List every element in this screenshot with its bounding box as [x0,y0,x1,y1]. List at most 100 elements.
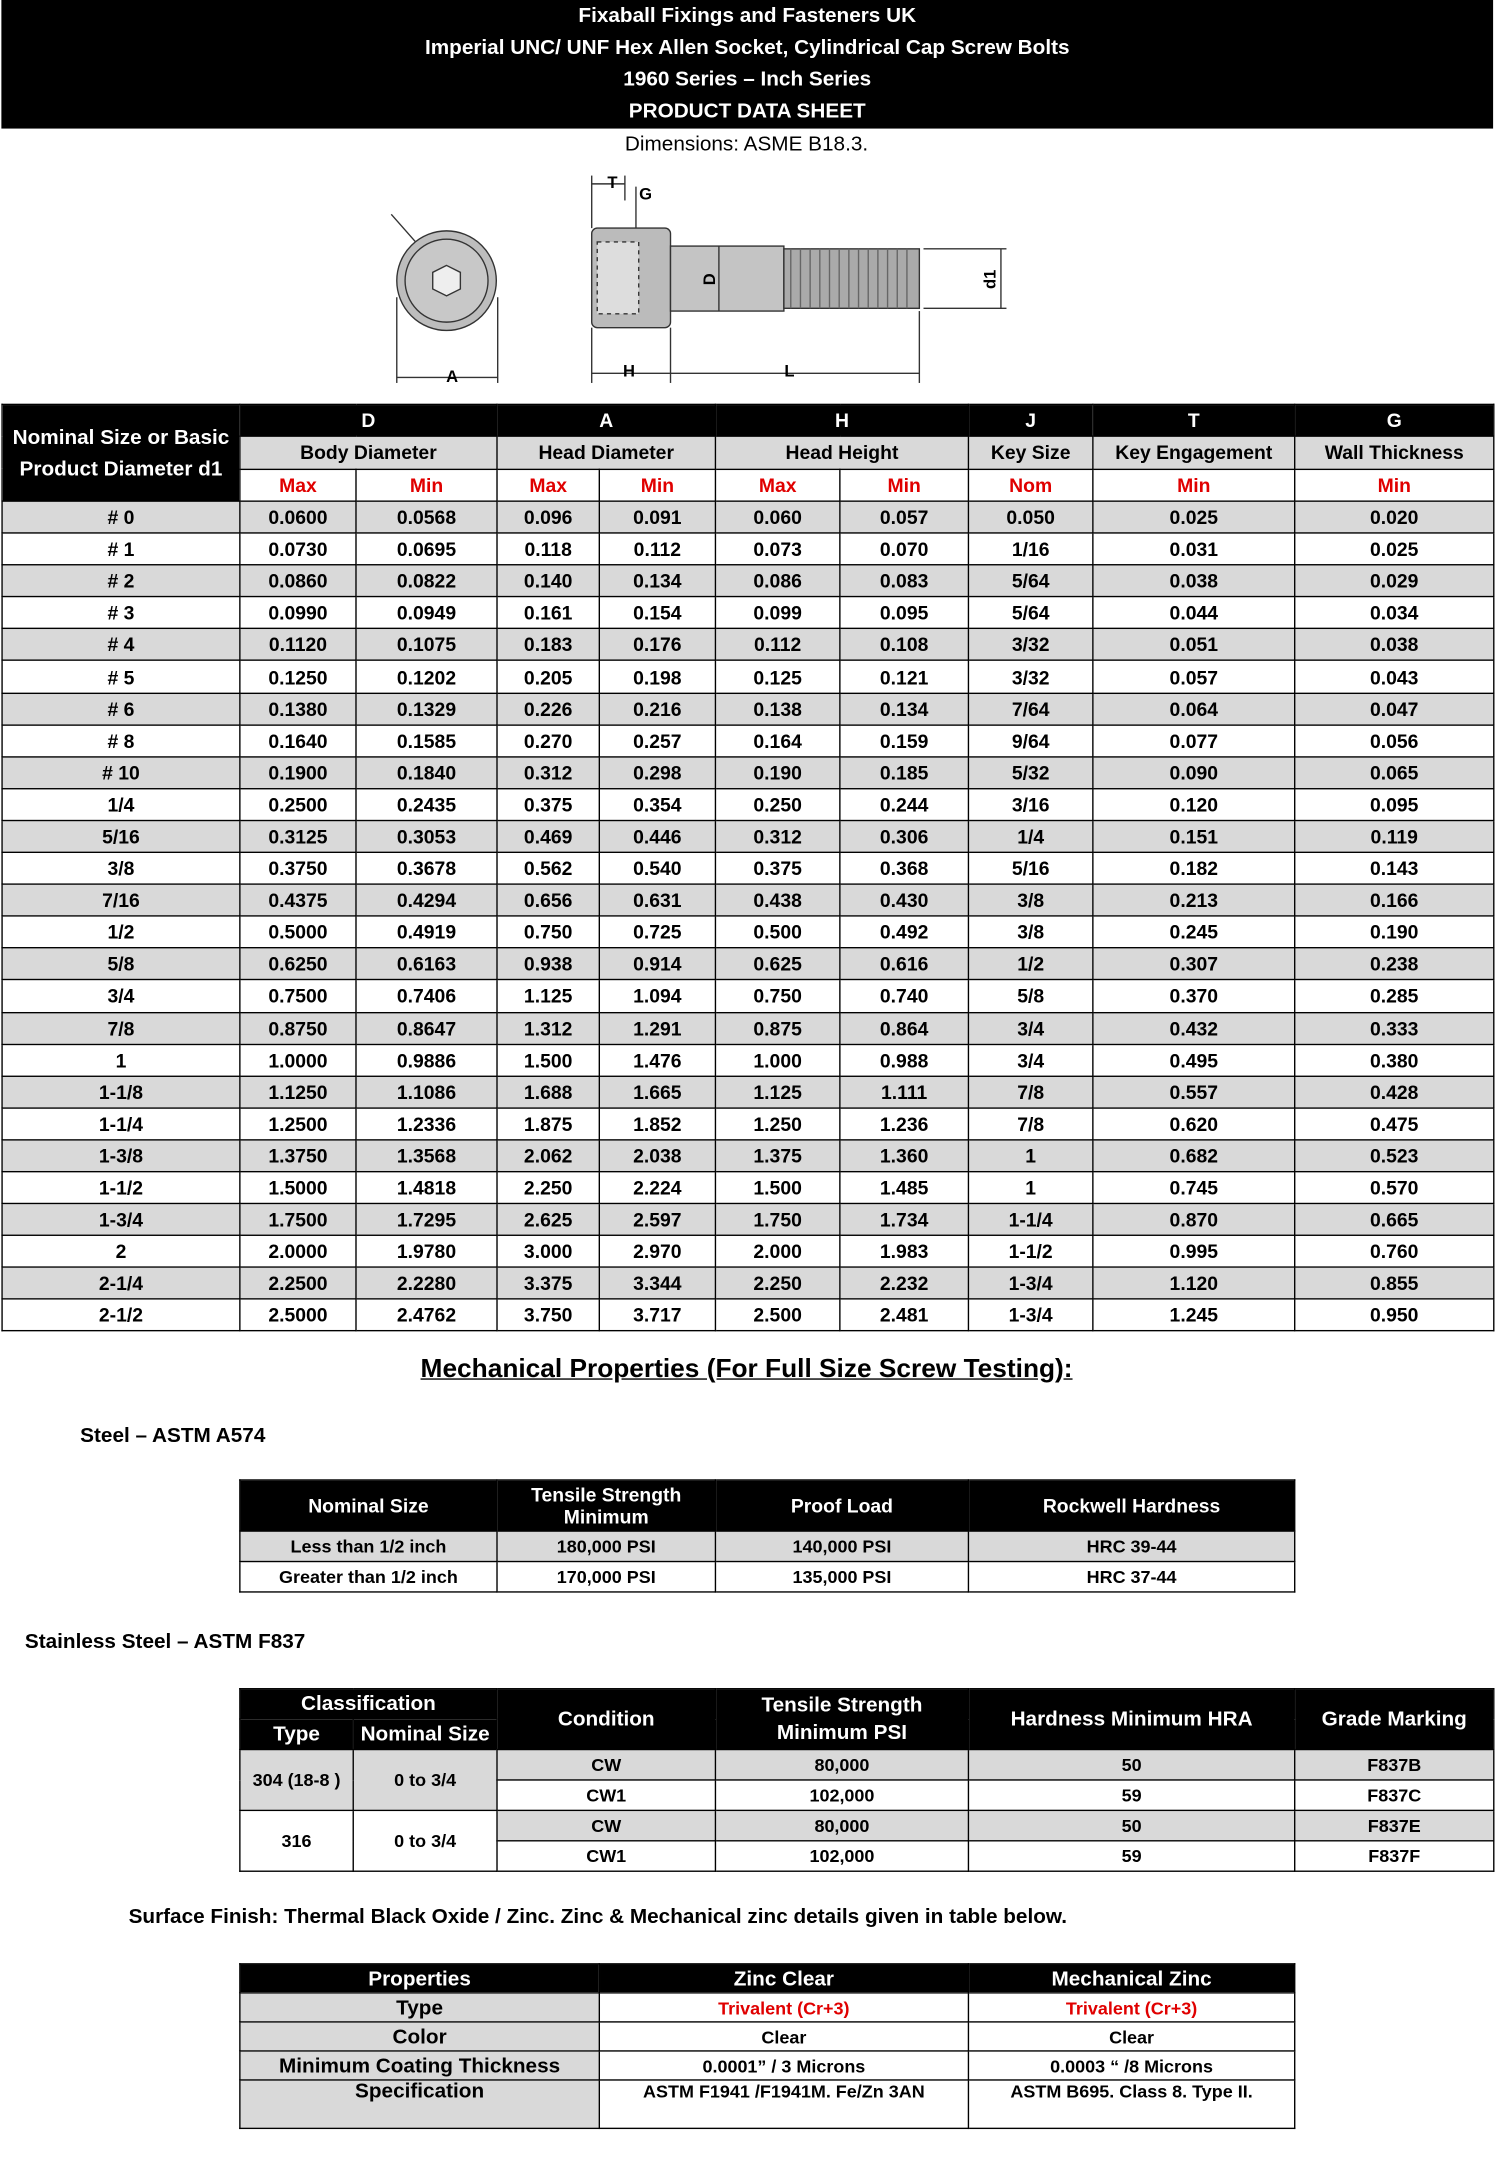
cell: 1.500 [496,1043,601,1077]
cell: 1 [967,1139,1094,1173]
cell: 3/16 [967,787,1094,822]
cell: 0.064 [1092,692,1296,726]
cell: 180,000 PSI [496,1530,717,1563]
column-label: Max [496,468,601,502]
cell: 0.523 [1294,1139,1495,1173]
cell: 0.2500 [239,787,357,822]
stainless-heading: Stainless Steel – ASTM F837 [24,1629,306,1654]
data-row: 5/8 0.6250 0.6163 0.938 0.914 0.625 0.616 1/2 0.… [1,947,1495,981]
data-row: CW1 102,000 59 F837C [240,1779,1495,1812]
cell: 0.086 [714,564,841,598]
cell: 0.238 [1294,947,1495,981]
size-cell: # 4 [1,628,241,662]
steel-table: Nominal Size Tensile Strength Minimum Proo… [239,1479,1296,1593]
data-row: 1-1/8 1.1250 1.1086 1.688 1.665 1.125 1.111 7/8… [1,1075,1495,1109]
data-row: # 2 0.0860 0.0822 0.140 0.134 0.086 0.083 5/64 0… [1,564,1495,598]
cell: 0.1640 [239,723,357,758]
data-row: # 10 0.1900 0.1840 0.312 0.298 0.190 0.185 5/32… [1,755,1495,790]
cell: 0.0949 [355,596,498,630]
column-header: Grade Marking [1294,1688,1495,1751]
cell: 0.9886 [355,1043,498,1077]
cell: 0.038 [1092,564,1296,598]
cell: 0.500 [714,915,841,949]
dimension-label: d1 [981,270,1000,289]
size-header: Nominal Size or Basic Product Diameter d… [1,403,241,502]
data-row: 3/4 0.7500 0.7406 1.125 1.094 0.750 0.740 5/8 0.… [1,979,1495,1013]
cell: 0.159 [839,723,970,758]
cell: 2.970 [598,1234,717,1269]
cell: 5/32 [967,755,1094,790]
cell: 0.438 [714,883,841,917]
cell: 0.143 [1294,851,1495,885]
thread-lines [790,248,908,309]
cell: 1.7295 [355,1202,498,1237]
cell: CW [496,1748,717,1781]
cell: 0.0568 [355,500,498,534]
hex-socket [432,264,462,297]
cell: 59 [967,1840,1296,1872]
size-cell: 1/2 [1,915,241,949]
cell: 0.118 [496,532,601,566]
data-row: Color Clear Clear [239,2021,1296,2052]
column-header: Mechanical Zinc [967,1963,1296,1994]
cell: 0.043 [1294,660,1495,694]
cell: Greater than 1/2 inch [239,1560,498,1593]
group-symbol: J [967,403,1094,438]
cell: 0.375 [496,787,601,822]
cell: 2.481 [839,1298,970,1332]
thread [783,248,921,309]
cell: 0.120 [1092,787,1296,822]
cell: 102,000 [714,1779,970,1812]
data-row: 2 2.0000 1.9780 3.000 2.970 2.000 1.983 1-1/2 0.… [1,1234,1495,1269]
cell: 2.625 [496,1202,601,1237]
cell: 50 [967,1748,1296,1781]
dimension-labels: T G D d1 A H L [446,173,1000,386]
cell: 1.125 [714,1075,841,1109]
cell: 1.485 [839,1170,970,1205]
cell: 0.333 [1294,1011,1495,1045]
cell: 0.1585 [355,723,498,758]
cell: 0.095 [1294,787,1495,822]
size-cell: # 1 [1,532,241,566]
size-cell: 1-3/8 [1,1139,241,1173]
cell: 0.2435 [355,787,498,822]
cell: Clear [967,2021,1296,2052]
cell: 0.4294 [355,883,498,917]
size-cell: 0 to 3/4 [352,1748,498,1812]
cell: 0.616 [839,947,970,981]
cell: 0.745 [1092,1170,1296,1205]
cell: 5/64 [967,596,1094,630]
cell: 0.244 [839,787,970,822]
cell: 1.375 [714,1139,841,1173]
cell: 1.312 [496,1011,601,1045]
cell: 140,000 PSI [714,1530,970,1563]
data-row: # 6 0.1380 0.1329 0.226 0.216 0.138 0.134 7/64 0… [1,692,1495,726]
cell: 0.914 [598,947,717,981]
cell: 0.099 [714,596,841,630]
size-cell: 5/16 [1,819,241,854]
header-row: Classification Condition Tensile Strength … [239,1688,1495,1751]
cell: 1.7500 [239,1202,357,1237]
cell: 0.0001” / 3 Microns [598,2050,970,2081]
cell: 0.1075 [355,628,498,662]
cell: 7/8 [967,1107,1094,1141]
cell: 0.0990 [239,596,357,630]
cell: 0.257 [598,723,717,758]
data-row: # 0 0.0600 0.0568 0.096 0.091 0.060 0.057 0.050… [1,500,1495,534]
column-header: Condition [496,1688,717,1751]
column-header: Type [239,1718,354,1751]
cell: 0.112 [598,532,717,566]
column-header: Hardness Minimum HRA [967,1688,1296,1751]
column-label: Nom [967,468,1094,502]
cell: 1/4 [967,819,1094,854]
cell: 135,000 PSI [714,1560,970,1593]
cell: 2.0000 [239,1234,357,1269]
size-cell: # 6 [1,692,241,726]
size-cell: 7/8 [1,1011,241,1045]
data-row: 1/4 0.2500 0.2435 0.375 0.354 0.250 0.244 3/16 0… [1,787,1495,822]
column-label: Min [598,468,717,502]
property-cell: Type [239,1992,601,2023]
cell: 0.140 [496,564,601,598]
size-cell: 1-3/4 [1,1202,241,1237]
cell: 3/8 [967,915,1094,949]
